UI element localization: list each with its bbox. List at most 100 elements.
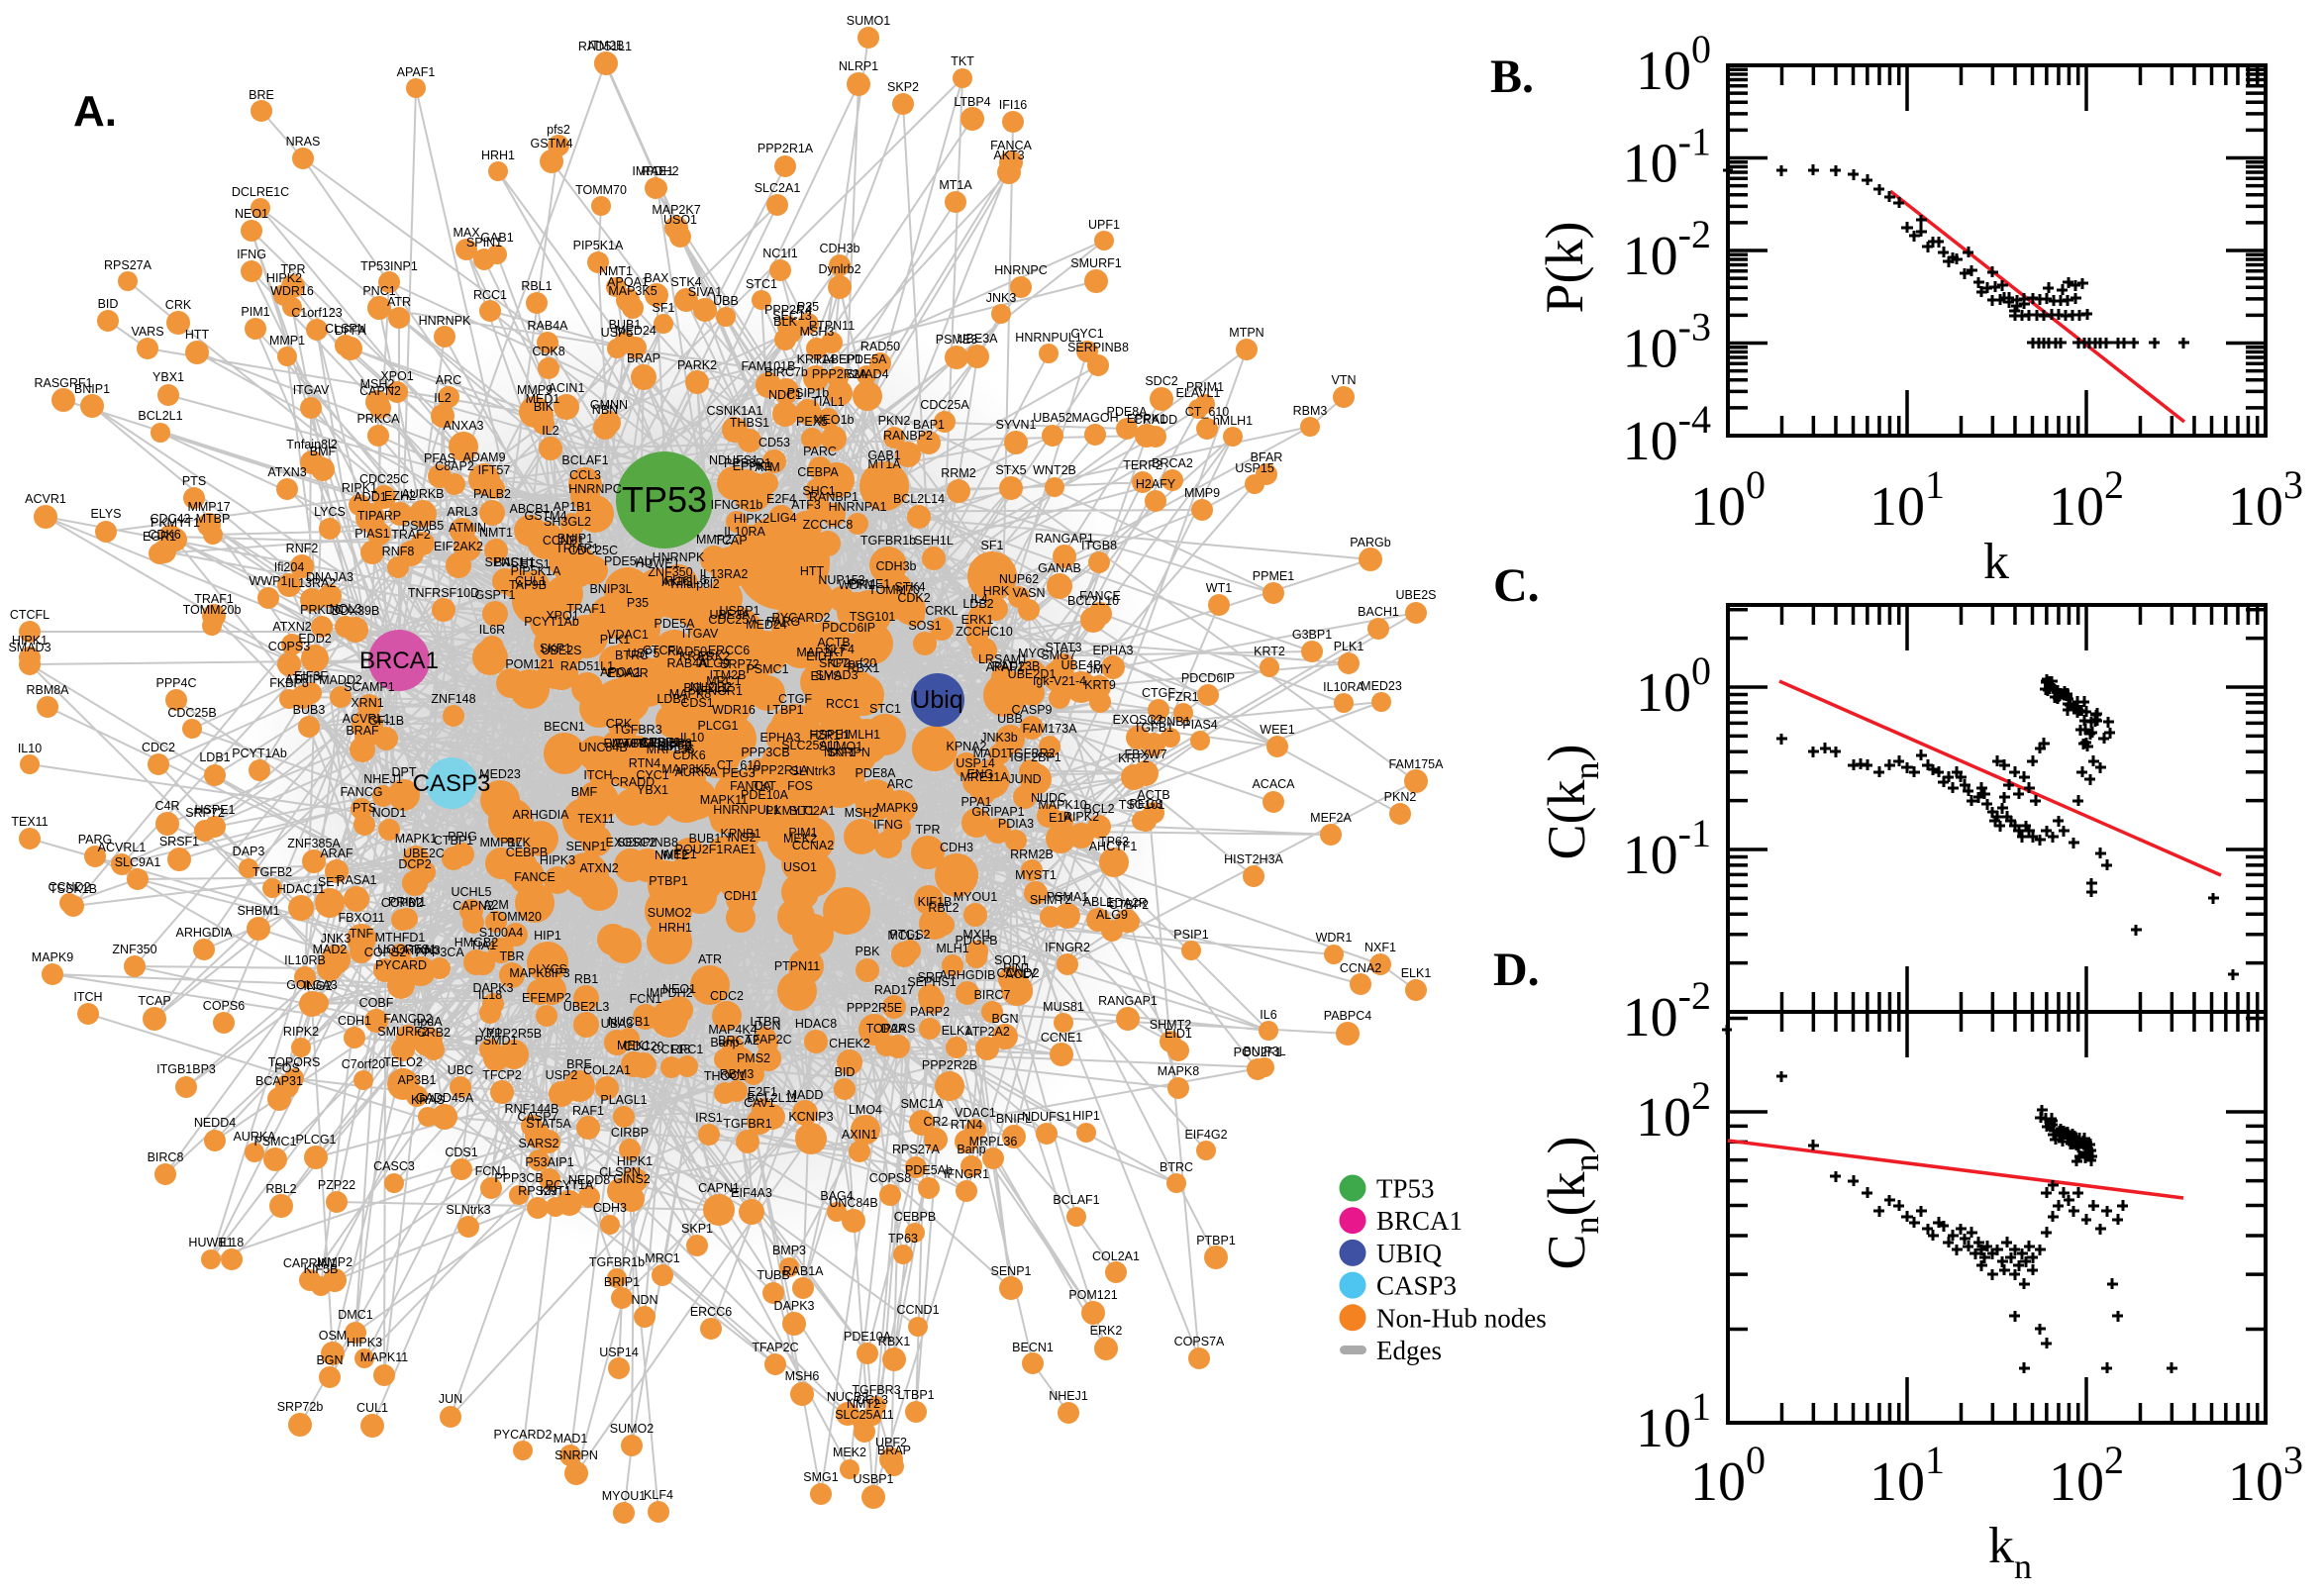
svg-text:TFCP2: TFCP2	[482, 1068, 522, 1082]
svg-text:AURKB: AURKB	[401, 487, 444, 501]
svg-text:RAB4A: RAB4A	[528, 319, 569, 333]
svg-text:THOC1: THOC1	[704, 1069, 746, 1083]
svg-text:RAD51L1: RAD51L1	[560, 659, 614, 673]
svg-text:k: k	[1983, 534, 2009, 590]
svg-text:HIP1: HIP1	[1072, 1109, 1100, 1123]
svg-text:TPR: TPR	[916, 823, 941, 837]
svg-text:FANCE: FANCE	[1079, 589, 1121, 603]
svg-text:CASP3: CASP3	[1376, 1271, 1457, 1301]
svg-text:PEG3: PEG3	[722, 766, 755, 780]
svg-text:SUMO2: SUMO2	[648, 906, 692, 920]
svg-text:CCND2: CCND2	[996, 966, 1039, 980]
svg-text:MAP4K4: MAP4K4	[708, 1023, 757, 1037]
svg-text:BID: BID	[835, 1065, 856, 1079]
svg-text:FZR1: FZR1	[1167, 690, 1198, 704]
svg-text:CLSPN: CLSPN	[325, 322, 366, 336]
svg-text:USP2: USP2	[546, 1068, 578, 1082]
svg-text:Tnfaip8l2: Tnfaip8l2	[668, 577, 719, 591]
svg-text:USP15: USP15	[1235, 461, 1274, 475]
svg-text:HSPE1: HSPE1	[195, 803, 236, 817]
svg-text:NUCB2: NUCB2	[827, 1390, 868, 1404]
svg-text:RRM2B: RRM2B	[1010, 848, 1054, 861]
svg-text:ETS1: ETS1	[519, 557, 550, 571]
svg-text:DPT: DPT	[392, 765, 417, 779]
svg-text:TIAL1: TIAL1	[811, 395, 844, 409]
svg-text:LRSAM1: LRSAM1	[978, 652, 1028, 666]
svg-text:FANCE: FANCE	[514, 870, 556, 884]
svg-text:CSNK1A1: CSNK1A1	[707, 404, 763, 418]
svg-text:TP53: TP53	[622, 479, 707, 520]
svg-text:RFC1: RFC1	[671, 1043, 704, 1056]
svg-text:ERK2: ERK2	[1090, 1324, 1123, 1338]
svg-text:CYC1: CYC1	[1070, 327, 1103, 341]
svg-text:SHBM1: SHBM1	[237, 904, 279, 918]
svg-text:PDE8A: PDE8A	[856, 766, 897, 780]
svg-text:PPP2R5E: PPP2R5E	[847, 1001, 902, 1015]
svg-text:MT1A: MT1A	[867, 457, 901, 471]
svg-text:SET: SET	[318, 875, 343, 889]
svg-text:HIST2H3A: HIST2H3A	[1224, 852, 1283, 866]
svg-text:SLC25A11: SLC25A11	[835, 1408, 894, 1422]
svg-text:TELO2: TELO2	[383, 1055, 423, 1069]
svg-text:NEO1: NEO1	[235, 207, 268, 221]
svg-text:RTN4: RTN4	[629, 756, 660, 770]
svg-text:CTBP2: CTBP2	[641, 736, 680, 749]
svg-text:UBB: UBB	[997, 712, 1023, 726]
svg-text:CTGF: CTGF	[1142, 686, 1175, 700]
svg-text:XRN1: XRN1	[351, 696, 383, 710]
svg-text:MYC: MYC	[1018, 647, 1046, 660]
svg-text:PIAS1: PIAS1	[354, 527, 389, 541]
svg-text:G3BP1: G3BP1	[1292, 628, 1332, 642]
svg-text:SDC2: SDC2	[1145, 374, 1177, 388]
svg-text:MAPK10: MAPK10	[1038, 798, 1086, 812]
svg-text:UBA52: UBA52	[1033, 411, 1072, 425]
svg-text:RIPK2: RIPK2	[1063, 810, 1099, 824]
svg-text:ELK1: ELK1	[942, 1024, 972, 1038]
svg-text:MEK2: MEK2	[833, 1446, 866, 1459]
svg-text:SENP1: SENP1	[566, 840, 607, 853]
svg-text:IL13RA2: IL13RA2	[700, 567, 749, 581]
svg-text:TPR: TPR	[281, 262, 306, 276]
svg-text:Dynlrb2: Dynlrb2	[818, 262, 860, 276]
svg-text:IMPDH2: IMPDH2	[646, 986, 692, 1000]
svg-text:USBP1: USBP1	[854, 1472, 894, 1486]
svg-text:NMT1: NMT1	[599, 264, 633, 278]
svg-text:E1A: E1A	[1049, 811, 1072, 825]
svg-text:UBB: UBB	[713, 294, 739, 308]
svg-text:POM121: POM121	[505, 657, 554, 671]
svg-text:SHMT2: SHMT2	[1030, 893, 1071, 907]
svg-text:RNF144B: RNF144B	[505, 1102, 559, 1116]
svg-text:THBS1: THBS1	[730, 416, 769, 430]
svg-text:PPP3R1: PPP3R1	[724, 456, 771, 470]
svg-text:E2F1: E2F1	[748, 1085, 777, 1099]
svg-text:TOMM20b: TOMM20b	[183, 603, 242, 617]
svg-text:CASP3: CASP3	[413, 770, 491, 797]
svg-text:EXOSC2: EXOSC2	[1113, 713, 1163, 727]
svg-text:EXOSC2: EXOSC2	[606, 836, 656, 849]
svg-text:TNFRSF10D: TNFRSF10D	[408, 586, 479, 600]
svg-text:AKT3: AKT3	[993, 149, 1024, 162]
svg-text:IL6: IL6	[689, 573, 706, 587]
svg-text:ARHGDIB: ARHGDIB	[940, 968, 996, 982]
svg-text:PPP3CA: PPP3CA	[415, 946, 464, 959]
svg-text:CDH3: CDH3	[940, 841, 973, 854]
svg-text:UBIQ: UBIQ	[1376, 1239, 1442, 1268]
svg-text:FCN1: FCN1	[630, 992, 662, 1006]
svg-text:APOA1: APOA1	[607, 275, 649, 289]
svg-text:H2AFY: H2AFY	[1136, 477, 1176, 491]
svg-text:KRT14: KRT14	[797, 352, 836, 366]
svg-text:WEE1: WEE1	[661, 848, 696, 861]
svg-text:C8AP2: C8AP2	[435, 459, 474, 473]
svg-text:COPS3: COPS3	[268, 640, 310, 653]
svg-text:EDD2: EDD2	[298, 632, 331, 646]
svg-text:MAD2: MAD2	[313, 943, 348, 956]
svg-text:NUCB1: NUCB1	[608, 1015, 650, 1029]
svg-text:PLCG1: PLCG1	[698, 719, 739, 733]
svg-text:MYST1: MYST1	[1015, 868, 1057, 882]
svg-text:MEK1: MEK1	[617, 1039, 651, 1052]
svg-text:UBE2L3: UBE2L3	[563, 1000, 610, 1014]
svg-text:SLNtrk3: SLNtrk3	[446, 1203, 490, 1217]
svg-text:PIP5K1A: PIP5K1A	[511, 564, 561, 578]
svg-text:GRB2: GRB2	[417, 1026, 451, 1040]
svg-text:DAPK3: DAPK3	[774, 1299, 815, 1313]
